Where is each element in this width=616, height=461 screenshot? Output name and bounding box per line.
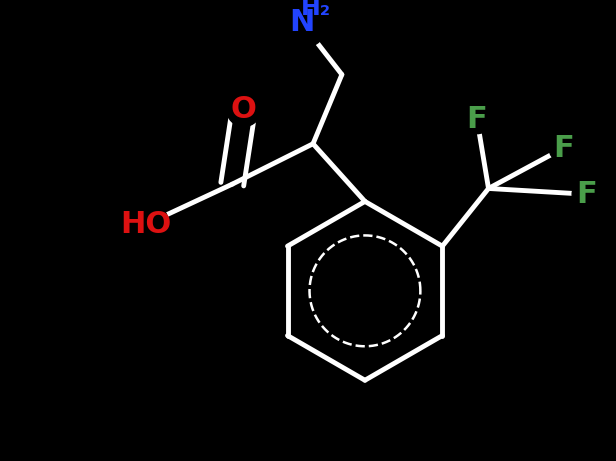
Text: H₂: H₂ bbox=[301, 0, 331, 20]
Text: N: N bbox=[289, 8, 314, 37]
Text: F: F bbox=[553, 134, 574, 163]
Circle shape bbox=[123, 201, 169, 248]
Text: F: F bbox=[466, 105, 487, 134]
Circle shape bbox=[463, 105, 492, 134]
Text: F: F bbox=[576, 180, 597, 209]
Text: HO: HO bbox=[120, 210, 171, 239]
Text: O: O bbox=[231, 95, 257, 124]
Circle shape bbox=[549, 134, 578, 163]
Circle shape bbox=[275, 0, 328, 48]
Circle shape bbox=[227, 92, 261, 126]
Circle shape bbox=[572, 180, 601, 209]
